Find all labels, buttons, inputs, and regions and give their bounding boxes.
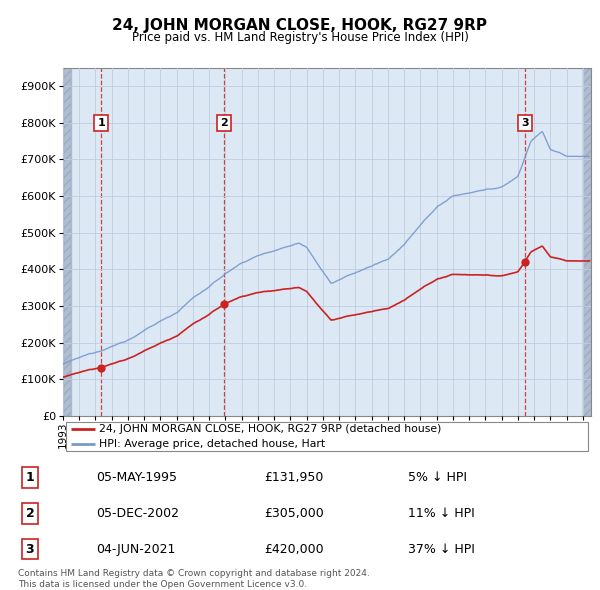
Text: £131,950: £131,950 [264,471,323,484]
Text: 3: 3 [26,543,34,556]
Text: 1: 1 [97,118,105,128]
Text: £420,000: £420,000 [264,543,323,556]
Text: 2: 2 [26,507,34,520]
Text: 24, JOHN MORGAN CLOSE, HOOK, RG27 9RP: 24, JOHN MORGAN CLOSE, HOOK, RG27 9RP [113,18,487,32]
Text: HPI: Average price, detached house, Hart: HPI: Average price, detached house, Hart [99,439,325,449]
Text: £305,000: £305,000 [264,507,324,520]
Text: 05-MAY-1995: 05-MAY-1995 [96,471,177,484]
Text: 2: 2 [220,118,228,128]
FancyBboxPatch shape [65,422,589,451]
Text: 11% ↓ HPI: 11% ↓ HPI [408,507,475,520]
Text: 24, JOHN MORGAN CLOSE, HOOK, RG27 9RP (detached house): 24, JOHN MORGAN CLOSE, HOOK, RG27 9RP (d… [99,424,441,434]
Text: 3: 3 [521,118,529,128]
Text: Price paid vs. HM Land Registry's House Price Index (HPI): Price paid vs. HM Land Registry's House … [131,31,469,44]
Text: 5% ↓ HPI: 5% ↓ HPI [408,471,467,484]
Text: 04-JUN-2021: 04-JUN-2021 [96,543,175,556]
Text: 37% ↓ HPI: 37% ↓ HPI [408,543,475,556]
Text: 1: 1 [26,471,34,484]
Text: 05-DEC-2002: 05-DEC-2002 [96,507,179,520]
Text: Contains HM Land Registry data © Crown copyright and database right 2024.
This d: Contains HM Land Registry data © Crown c… [18,569,370,589]
